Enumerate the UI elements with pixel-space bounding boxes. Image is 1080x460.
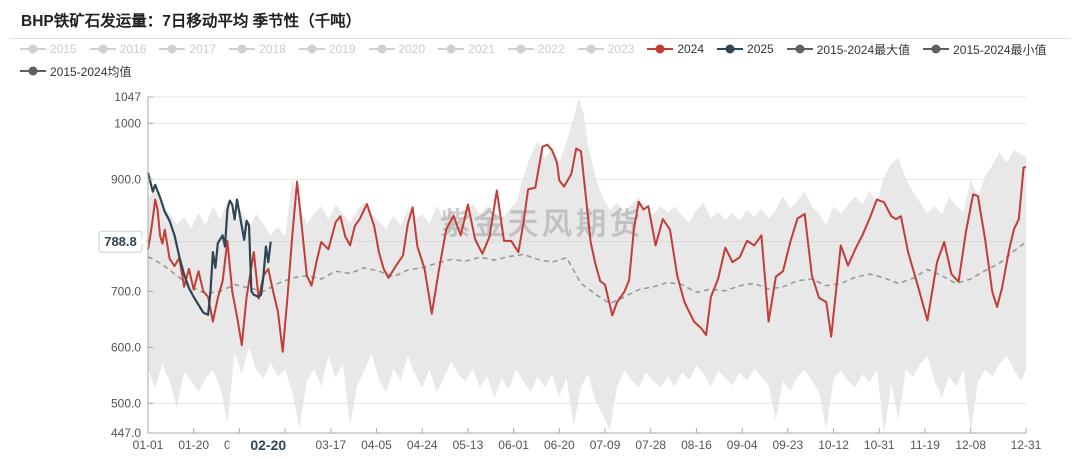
minmax-band (148, 98, 1026, 433)
legend-label: 2017 (189, 42, 217, 56)
legend-line-dot-icon (20, 66, 46, 76)
legend-item-2016[interactable]: 2016 (89, 42, 147, 56)
legend-line-dot-icon (786, 44, 813, 54)
legend-label: 2015 (50, 42, 77, 56)
x-tick-label: 08-16 (681, 438, 712, 452)
legend-item-2015[interactable]: 2015 (20, 42, 77, 56)
legend-line-dot-icon (368, 44, 395, 54)
legend-label: 2015-2024均值 (50, 64, 132, 79)
legend-label: 2024 (677, 42, 705, 56)
x-axis-pointer-label: 02-20 (229, 436, 308, 453)
y-pointer-arrow-fill (139, 238, 146, 245)
x-tick-label: 07-28 (635, 438, 666, 452)
legend-line-dot-icon (577, 44, 604, 54)
legend-label: 2016 (119, 42, 147, 56)
legend-item-2015-2024最小值[interactable]: 2015-2024最小值 (923, 41, 1047, 58)
legend-label: 2019 (328, 42, 356, 56)
x-tick-label: 11-19 (910, 438, 940, 452)
legend-label: 2021 (468, 42, 495, 56)
legend-line-dot-icon (507, 44, 534, 54)
legend-label: 2022 (537, 42, 565, 56)
series-2024-line (147, 143, 1027, 353)
legend-line-dot-icon (159, 44, 186, 54)
legend-item-2022[interactable]: 2022 (507, 42, 565, 56)
y-pointer-text: 788.8 (104, 234, 137, 249)
y-tick-label: 500.0 (111, 396, 141, 410)
y-tick-label: 1047 (114, 90, 141, 104)
legend-item-2017[interactable]: 2017 (159, 42, 216, 56)
x-tick-label: 12-08 (955, 438, 986, 452)
x-tick-label: 04-05 (361, 438, 392, 452)
y-tick-label: 700.0 (111, 284, 141, 298)
legend-line-dot-icon (438, 44, 465, 54)
legend-line-dot-icon (923, 44, 950, 54)
x-tick-label: 01-20 (178, 438, 209, 452)
legend-item-2024[interactable]: 2024 (647, 42, 704, 56)
x-tick-label: 03-17 (315, 438, 346, 452)
legend-line-dot-icon (20, 44, 46, 54)
y-tick-label: 900.0 (111, 172, 141, 186)
x-tick-label: 09-23 (773, 438, 804, 452)
legend-item-2023[interactable]: 2023 (577, 42, 635, 56)
legend-label: 2015-2024最大值 (816, 42, 911, 57)
y-axis-pointer-label: 788.8 (98, 230, 148, 253)
x-tick-label: 10-31 (864, 438, 895, 452)
legend-item-2025[interactable]: 2025 (717, 42, 774, 56)
x-pointer-text: 02-20 (250, 437, 286, 453)
legend-item-2015-2024均值[interactable]: 2015-2024均值 (20, 63, 131, 80)
x-tick-label: 05-13 (453, 438, 484, 452)
legend-line-dot-icon (647, 44, 674, 54)
legend-item-2020[interactable]: 2020 (368, 42, 426, 56)
y-tick-label: 447.0 (111, 426, 141, 440)
x-tick-label: 10-12 (818, 438, 849, 452)
legend-line-dot-icon (298, 44, 325, 54)
x-pointer-bg (229, 436, 308, 453)
chart-title: BHP铁矿石发运量：7日移动平均 季节性（千吨） (21, 13, 362, 30)
legend-item-2015-2024最大值[interactable]: 2015-2024最大值 (786, 41, 911, 58)
legend-item-2021[interactable]: 2021 (438, 42, 495, 56)
legend-label: 2015-2024最小值 (953, 42, 1047, 57)
x-tick-label: 06-01 (498, 438, 529, 452)
legend-item-2018[interactable]: 2018 (229, 42, 286, 56)
x-tick-label: 12-31 (1011, 438, 1042, 452)
x-tick-label: 06-20 (544, 438, 575, 452)
series-2025-line (146, 172, 272, 316)
legend-item-2019[interactable]: 2019 (298, 42, 356, 56)
x-tick-label: 07-09 (590, 438, 621, 452)
legend-label: 2023 (607, 42, 635, 56)
legend-row-2: 2015-2024均值 (20, 63, 131, 79)
x-tick-label: 01-01 (133, 438, 164, 452)
x-tick-label: 09-04 (727, 438, 758, 452)
legend-line-dot-icon (89, 44, 116, 54)
mean-line (147, 241, 1027, 305)
legend-label: 2020 (398, 42, 426, 56)
legend-row-1: 2015 2016 2017 2018 2019 2020 2021 2022 2023 2024… (20, 41, 1047, 57)
y-tick-label: 600.0 (111, 340, 141, 354)
x-tick-label: 04-24 (407, 438, 438, 452)
watermark: 紫金天风期货 (440, 207, 644, 241)
title-separator (10, 38, 1070, 39)
legend-label: 2025 (747, 42, 774, 56)
legend-label: 2018 (259, 42, 286, 56)
legend-line-dot-icon (229, 44, 256, 54)
legend-line-dot-icon (717, 44, 744, 54)
y-tick-label: 1000 (114, 116, 141, 130)
